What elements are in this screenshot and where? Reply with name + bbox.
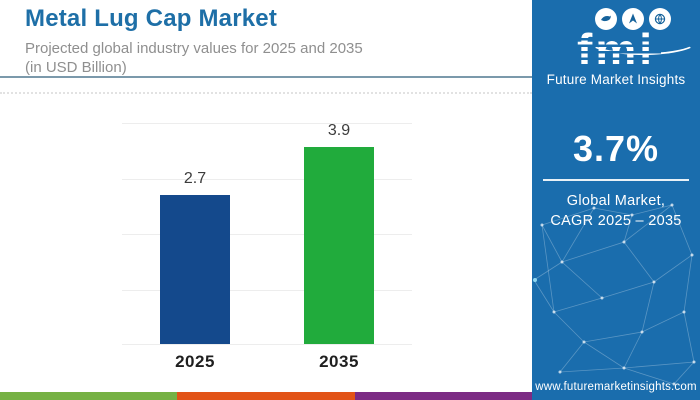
bar-value-label-2025: 2.7 [183, 170, 207, 187]
website-url: www.futuremarketinsights.com [535, 381, 697, 393]
stripe-segment-green [0, 392, 178, 400]
header-dotted-divider [0, 92, 532, 94]
logo-wordmark: fmi [571, 24, 661, 76]
cagr-value: 3.7% [572, 128, 660, 169]
bar-chart: 2.7 3.9 2025 2035 [120, 122, 412, 371]
cagr-caption-line-1: Global Market, [566, 193, 666, 209]
subtitle-line-1: Projected global industry values for 202… [25, 40, 363, 57]
network-pattern [533, 203, 696, 386]
x-axis-label-2035: 2035 [319, 352, 359, 371]
gridline [122, 290, 412, 291]
cagr-block: 3.7% Global Market, CAGR 2025 – 2035 [532, 128, 700, 231]
gridline-baseline [122, 344, 412, 345]
bar-group-2035: 3.9 [304, 122, 374, 344]
subtitle-line-2: (in USD Billion) [25, 59, 127, 76]
bar-value-label-2035: 3.9 [327, 122, 351, 139]
globe-icon [649, 8, 671, 30]
footer-stripe [0, 392, 532, 400]
bar-group-2025: 2.7 [160, 122, 230, 344]
gridline [122, 234, 412, 235]
stripe-segment-purple [354, 392, 532, 400]
fmi-logo: fmi Future Market Insights [532, 6, 700, 87]
bar-2035 [304, 147, 374, 344]
bright-node [533, 278, 537, 282]
cagr-divider [543, 179, 689, 181]
whale-icon [595, 8, 617, 30]
gridline [122, 123, 412, 124]
page-title: Metal Lug Cap Market [25, 5, 278, 32]
gridline [122, 179, 412, 180]
stripe-segment-orange [177, 392, 355, 400]
brand-panel: fmi Future Market Insights 3.7% Global M… [532, 0, 700, 400]
logo-caption: Future Market Insights [546, 72, 686, 87]
compass-icon [622, 8, 644, 30]
header-divider [0, 76, 532, 78]
logo-circles [595, 8, 671, 30]
x-axis-label-2025: 2025 [175, 352, 215, 371]
cagr-caption-line-2: CAGR 2025 – 2035 [550, 213, 682, 229]
header: Metal Lug Cap Market Projected global in… [25, 5, 525, 77]
bar-2025 [160, 195, 230, 344]
